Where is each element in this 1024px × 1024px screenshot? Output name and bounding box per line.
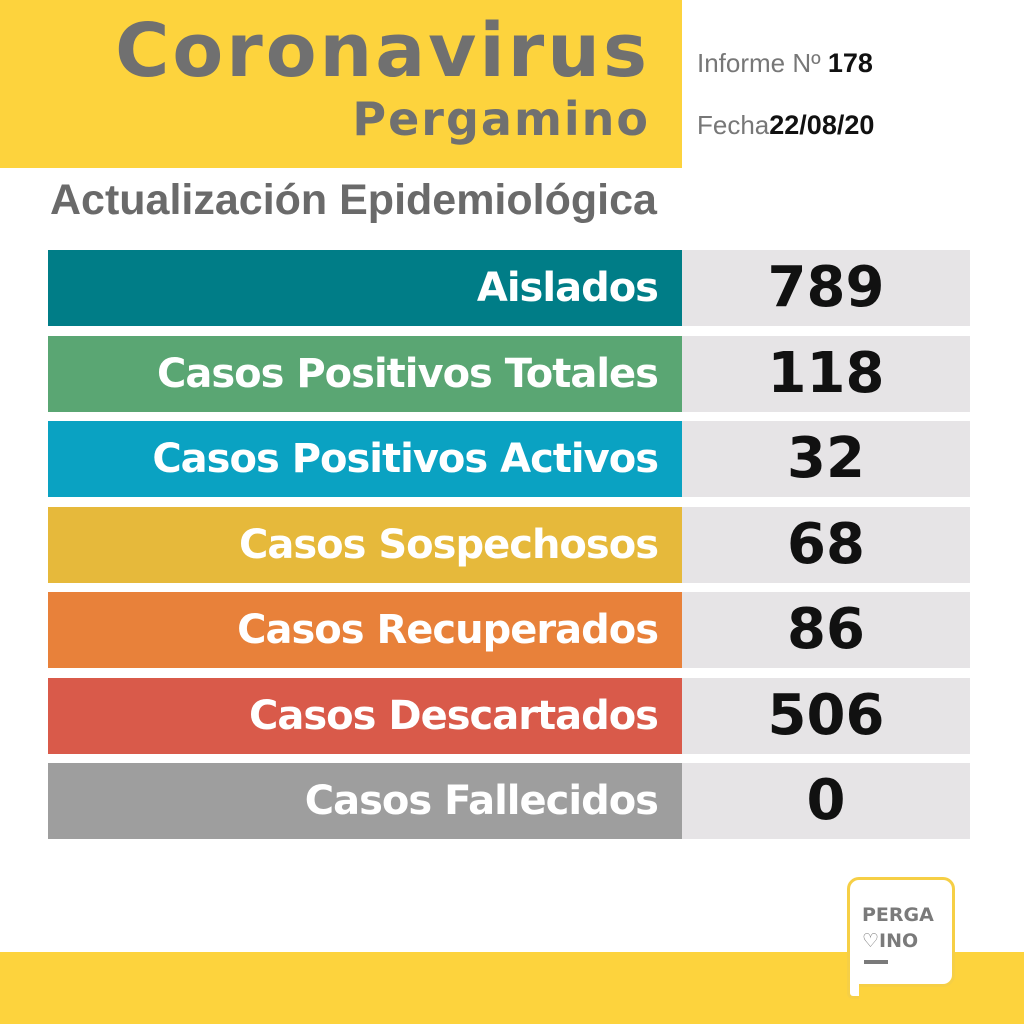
stat-row: Casos Descartados 506 bbox=[48, 678, 970, 754]
logo-line1: PERGA bbox=[862, 904, 934, 926]
stat-value: 0 bbox=[682, 763, 970, 839]
stat-row: Aislados 789 bbox=[48, 250, 970, 326]
stat-row: Casos Recuperados 86 bbox=[48, 592, 970, 668]
title: Coronavirus bbox=[115, 8, 650, 94]
logo-underline bbox=[864, 960, 888, 964]
stat-value: 68 bbox=[682, 507, 970, 583]
stat-label: Casos Positivos Activos bbox=[48, 421, 682, 497]
logo-line2: ♡INO bbox=[862, 930, 919, 952]
stat-value: 118 bbox=[682, 336, 970, 412]
stat-label: Casos Descartados bbox=[48, 678, 682, 754]
stat-label: Casos Fallecidos bbox=[48, 763, 682, 839]
subtitle: Actualización Epidemiológica bbox=[50, 176, 657, 224]
stat-value: 32 bbox=[682, 421, 970, 497]
date-label: Fecha bbox=[697, 110, 770, 140]
date-value: 22/08/20 bbox=[769, 110, 875, 140]
stat-value: 789 bbox=[682, 250, 970, 326]
stat-label: Casos Sospechosos bbox=[48, 507, 682, 583]
logo-speech-tail bbox=[847, 975, 859, 999]
report-label: Informe Nº bbox=[697, 48, 821, 78]
report-number: 178 bbox=[827, 48, 873, 78]
stat-row: Casos Sospechosos 68 bbox=[48, 507, 970, 583]
stat-label: Aislados bbox=[48, 250, 682, 326]
pergamino-logo: PERGA ♡INO bbox=[847, 877, 955, 987]
header-banner: Coronavirus Pergamino bbox=[0, 0, 682, 168]
stat-value: 506 bbox=[682, 678, 970, 754]
stat-label: Casos Recuperados bbox=[48, 592, 682, 668]
stat-label: Casos Positivos Totales bbox=[48, 336, 682, 412]
date-info: Fecha22/08/20 bbox=[697, 110, 874, 141]
stat-value: 86 bbox=[682, 592, 970, 668]
stat-row: Casos Fallecidos 0 bbox=[48, 763, 970, 839]
heart-icon: ♡ bbox=[862, 930, 880, 952]
report-info: Informe Nº 178 bbox=[697, 48, 873, 79]
stat-row: Casos Positivos Activos 32 bbox=[48, 421, 970, 497]
stat-row: Casos Positivos Totales 118 bbox=[48, 336, 970, 412]
city-name: Pergamino bbox=[352, 92, 650, 146]
